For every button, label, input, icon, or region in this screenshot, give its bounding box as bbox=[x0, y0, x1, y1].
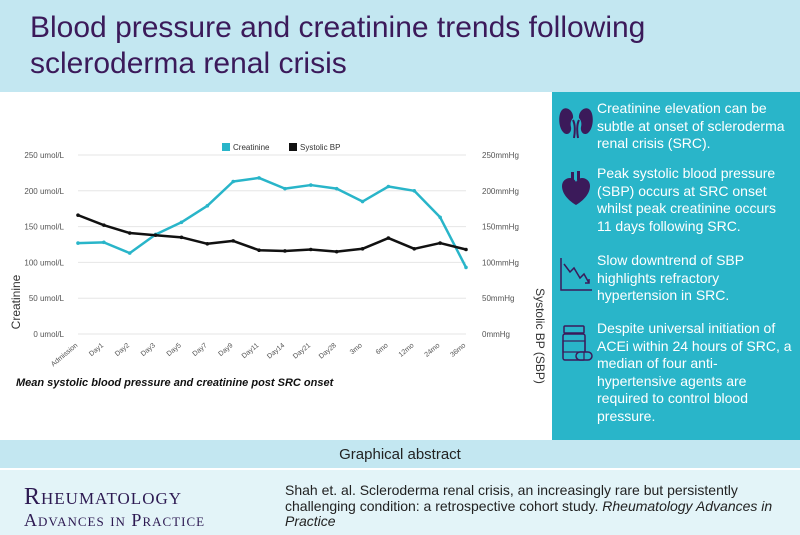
data-point bbox=[257, 176, 261, 180]
data-point bbox=[205, 204, 210, 208]
data-point bbox=[309, 247, 313, 252]
data-point bbox=[153, 233, 158, 237]
legend-label: Creatinine bbox=[233, 143, 270, 152]
y2-tick-label: 0mmHg bbox=[482, 330, 510, 339]
x-tick-label: Admission bbox=[50, 342, 79, 368]
x-tick-label: 6mo bbox=[375, 342, 390, 356]
data-point bbox=[205, 241, 210, 246]
data-point bbox=[283, 186, 287, 191]
x-tick-label: Day21 bbox=[292, 342, 312, 360]
x-tick-label: 12mo bbox=[398, 342, 416, 359]
header-banner: Blood pressure and creatinine trends fol… bbox=[0, 0, 800, 92]
x-tick-label: Day3 bbox=[140, 342, 157, 358]
finding-2: Peak systolic blood pressure (SBP) occur… bbox=[552, 165, 800, 237]
x-tick-label: Day11 bbox=[241, 342, 261, 360]
data-point bbox=[386, 184, 391, 189]
data-point bbox=[464, 265, 468, 270]
data-point bbox=[438, 215, 442, 220]
data-point bbox=[412, 189, 417, 193]
data-point bbox=[386, 236, 391, 240]
footer: Rheumatology Advances in Practice Shah e… bbox=[0, 470, 800, 535]
y2-tick-label: 100mmHg bbox=[482, 258, 519, 267]
chart-panel: 0 umol/L 50 umol/L 100 umol/L 150 umol/L 200… bbox=[0, 92, 548, 440]
x-tick-label: 24mo bbox=[424, 342, 442, 359]
kidney-icon bbox=[559, 108, 593, 139]
page-title: Blood pressure and creatinine trends fol… bbox=[30, 11, 646, 80]
legend-swatch bbox=[222, 143, 230, 151]
data-point bbox=[412, 246, 417, 251]
x-tick-label: Day5 bbox=[166, 342, 183, 358]
y-axis-right-label: Systolic BP (SBP) bbox=[533, 288, 547, 384]
data-point bbox=[464, 247, 468, 252]
x-tick-label: Day1 bbox=[88, 342, 105, 358]
data-point bbox=[334, 186, 339, 191]
data-point bbox=[179, 220, 184, 225]
data-point bbox=[76, 213, 80, 217]
x-tick-label: Day14 bbox=[266, 342, 286, 360]
data-point bbox=[283, 249, 287, 253]
series-line-1 bbox=[77, 213, 467, 253]
x-tick-label: Day28 bbox=[318, 342, 338, 360]
graphical-abstract-label: Graphical abstract bbox=[339, 446, 461, 463]
y-tick-label: 200 umol/L bbox=[24, 187, 64, 196]
y-tick-label: 100 umol/L bbox=[24, 258, 64, 267]
y-tick-label: 250 umol/L bbox=[24, 151, 64, 160]
data-point bbox=[231, 239, 235, 243]
data-point bbox=[231, 179, 235, 184]
x-tick-label: Day7 bbox=[192, 342, 209, 358]
chart-legend: Creatinine Systolic BP bbox=[222, 143, 340, 152]
finding-4: Despite universal initiation of ACEi wit… bbox=[552, 320, 800, 430]
y-tick-label: 150 umol/L bbox=[24, 223, 64, 232]
finding-1: Creatinine elevation can be subtle at on… bbox=[552, 100, 800, 151]
data-point bbox=[179, 235, 184, 240]
chart-caption: Mean systolic blood pressure and creatin… bbox=[16, 377, 335, 389]
y2-tick-label: 50mmHg bbox=[482, 294, 514, 303]
data-point bbox=[309, 183, 313, 187]
journal-logo-line1: Rheumatology bbox=[24, 484, 183, 510]
series-line-0 bbox=[77, 176, 468, 268]
finding-2-text: Peak systolic blood pressure (SBP) occur… bbox=[597, 165, 776, 234]
citation-journal: Rheumatology Advances in Practice bbox=[285, 497, 773, 529]
data-point bbox=[127, 251, 132, 255]
chart-gridlines bbox=[78, 154, 466, 335]
data-point bbox=[127, 231, 132, 235]
downtrend-icon bbox=[560, 258, 592, 291]
x-tick-label: Day2 bbox=[114, 342, 131, 358]
y-axis-left-ticks: 0 umol/L 50 umol/L 100 umol/L 150 umol/L 200… bbox=[24, 151, 64, 339]
heart-icon bbox=[562, 171, 590, 205]
key-findings-panel: Creatinine elevation can be subtle at on… bbox=[552, 92, 800, 440]
y-axis-left-label: Creatinine bbox=[9, 274, 23, 329]
graphical-abstract-bar: Graphical abstract bbox=[0, 440, 800, 468]
x-tick-label: 3mo bbox=[349, 342, 364, 356]
data-point bbox=[257, 248, 261, 253]
finding-1-text: Creatinine elevation can be subtle at on… bbox=[597, 100, 785, 151]
legend-label: Systolic BP bbox=[300, 143, 340, 152]
x-tick-label: 36mo bbox=[449, 342, 467, 359]
y2-tick-label: 250mmHg bbox=[482, 151, 519, 160]
data-point bbox=[334, 249, 339, 254]
data-point bbox=[360, 199, 365, 204]
y2-tick-label: 200mmHg bbox=[482, 187, 519, 196]
chart-series bbox=[76, 176, 468, 270]
data-point bbox=[76, 241, 80, 245]
finding-4-text: Despite universal initiation of ACEi wit… bbox=[597, 320, 792, 424]
finding-3: Slow downtrend of SBP highlights refract… bbox=[552, 252, 800, 303]
journal-logo-line2: Advances in Practice bbox=[24, 510, 206, 530]
x-axis-ticks: Admission Day1 Day2 Day3 Day5 Day7 Day9 Day11 Da… bbox=[50, 342, 467, 368]
data-point bbox=[102, 240, 106, 245]
y-axis-right-ticks: 0mmHg 50mmHg 100mmHg 150mmHg 200mmHg 250mmHg bbox=[482, 151, 519, 339]
finding-3-text: Slow downtrend of SBP highlights refract… bbox=[597, 252, 744, 303]
y-tick-label: 50 umol/L bbox=[29, 294, 65, 303]
x-tick-label: Day9 bbox=[217, 342, 234, 358]
citation: Shah et. al. Scleroderma renal crisis, a… bbox=[285, 482, 780, 530]
citation-text: Shah et. al. Scleroderma renal crisis, a… bbox=[285, 482, 738, 514]
line-chart: 0 umol/L 50 umol/L 100 umol/L 150 umol/L 200… bbox=[9, 143, 547, 389]
data-point bbox=[360, 246, 365, 251]
y-tick-label: 0 umol/L bbox=[33, 330, 64, 339]
pill-bottle-icon bbox=[562, 325, 593, 361]
y2-tick-label: 150mmHg bbox=[482, 223, 519, 232]
data-point bbox=[102, 223, 106, 227]
legend-swatch bbox=[289, 143, 297, 151]
data-point bbox=[438, 241, 442, 245]
